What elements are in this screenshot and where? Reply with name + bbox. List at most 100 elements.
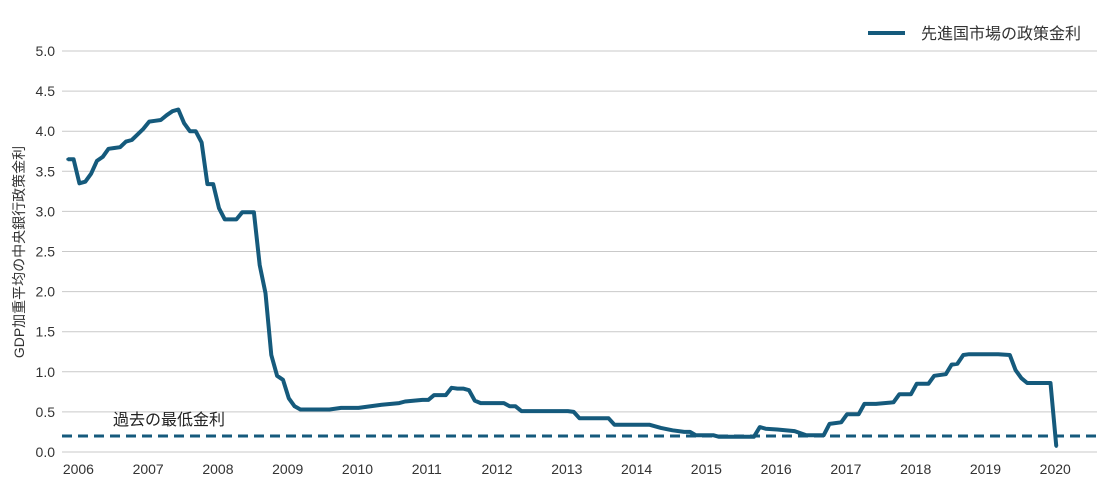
- data-point: [240, 210, 244, 214]
- x-tick-label: 2011: [412, 461, 442, 477]
- data-point: [793, 429, 797, 433]
- data-point: [234, 217, 238, 221]
- data-point: [124, 140, 128, 144]
- data-point: [211, 182, 215, 186]
- data-point: [944, 372, 948, 376]
- data-point: [357, 406, 360, 410]
- data-point: [223, 217, 227, 221]
- series-line: [67, 107, 1059, 447]
- data-point: [508, 404, 512, 408]
- data-point: [479, 401, 483, 405]
- y-tick-label: 0.0: [36, 444, 56, 460]
- data-point: [293, 404, 297, 408]
- data-point: [136, 132, 140, 136]
- x-tick-label: 2012: [481, 461, 512, 477]
- data-point: [188, 129, 192, 133]
- data-point: [200, 140, 204, 144]
- data-point: [89, 172, 93, 176]
- data-point: [171, 109, 174, 113]
- data-point: [764, 427, 768, 431]
- data-point: [165, 113, 169, 117]
- y-tick-label: 3.0: [36, 203, 56, 219]
- data-point: [141, 127, 145, 131]
- data-point: [118, 145, 122, 149]
- y-axis-tick-labels: 0.0 0.5 1.0 1.5 2.0 2.5 3.0 3.5 4.0 4.5 5.0: [36, 43, 56, 460]
- data-point: [1054, 444, 1058, 448]
- x-tick-label: 2008: [202, 461, 233, 477]
- data-point: [915, 382, 919, 386]
- data-point: [775, 428, 779, 431]
- data-point: [194, 129, 198, 133]
- data-point: [1025, 381, 1029, 385]
- data-point: [822, 433, 826, 437]
- data-point: [612, 423, 616, 427]
- x-tick-label: 2010: [342, 461, 373, 477]
- series-group: [66, 107, 1059, 448]
- data-point: [828, 422, 831, 426]
- data-point: [647, 423, 651, 427]
- data-point: [101, 155, 105, 159]
- data-point: [1014, 368, 1018, 372]
- data-point: [950, 363, 954, 367]
- data-point: [298, 408, 302, 411]
- data-point: [607, 416, 611, 420]
- data-point: [461, 387, 465, 391]
- data-point: [752, 435, 756, 439]
- data-point: [66, 157, 70, 161]
- reference-lines: 過去の最低金利: [62, 411, 1097, 438]
- data-point: [275, 374, 279, 378]
- data-point: [1019, 376, 1023, 380]
- data-point: [258, 263, 262, 267]
- data-point: [967, 352, 971, 356]
- data-point: [287, 396, 291, 400]
- data-point: [473, 399, 477, 403]
- data-point: [519, 409, 523, 413]
- data-point: [107, 147, 110, 151]
- data-point: [95, 159, 99, 163]
- data-point: [932, 374, 936, 378]
- y-tick-label: 4.0: [36, 123, 56, 139]
- data-point: [421, 398, 424, 402]
- data-point: [671, 428, 674, 432]
- x-tick-label: 2009: [272, 461, 303, 477]
- x-tick-label: 2018: [900, 461, 931, 477]
- data-point: [444, 393, 448, 397]
- data-point: [455, 387, 459, 391]
- x-tick-label: 2006: [63, 461, 94, 477]
- legend: 先進国市場の政策金利: [868, 25, 1081, 43]
- data-point: [1049, 381, 1052, 385]
- y-tick-label: 3.5: [36, 163, 56, 179]
- data-point: [711, 433, 715, 437]
- legend-label: 先進国市場の政策金利: [921, 25, 1081, 43]
- data-point: [432, 393, 436, 397]
- data-point: [717, 435, 721, 439]
- data-point: [955, 362, 959, 366]
- data-point: [682, 430, 686, 434]
- x-tick-label: 2017: [830, 461, 861, 477]
- data-point: [264, 291, 267, 295]
- y-tick-label: 2.0: [36, 284, 56, 300]
- data-point: [147, 120, 151, 124]
- data-point: [857, 412, 861, 416]
- data-point: [182, 121, 186, 125]
- data-point: [909, 392, 913, 396]
- data-point: [205, 182, 209, 186]
- x-tick-label: 2015: [691, 461, 722, 477]
- data-point: [153, 119, 157, 123]
- data-point: [130, 138, 134, 142]
- data-point: [246, 210, 250, 214]
- data-point: [862, 402, 866, 406]
- data-point: [1008, 353, 1012, 357]
- data-point: [229, 217, 233, 221]
- data-point: [83, 180, 87, 184]
- y-tick-label: 0.5: [36, 404, 56, 420]
- y-tick-label: 4.5: [36, 83, 56, 99]
- data-point: [514, 404, 517, 408]
- data-point: [252, 210, 256, 214]
- data-point: [694, 433, 698, 437]
- data-point: [426, 398, 430, 402]
- data-point: [566, 409, 570, 413]
- y-tick-label: 1.5: [36, 324, 56, 340]
- data-point: [758, 425, 762, 429]
